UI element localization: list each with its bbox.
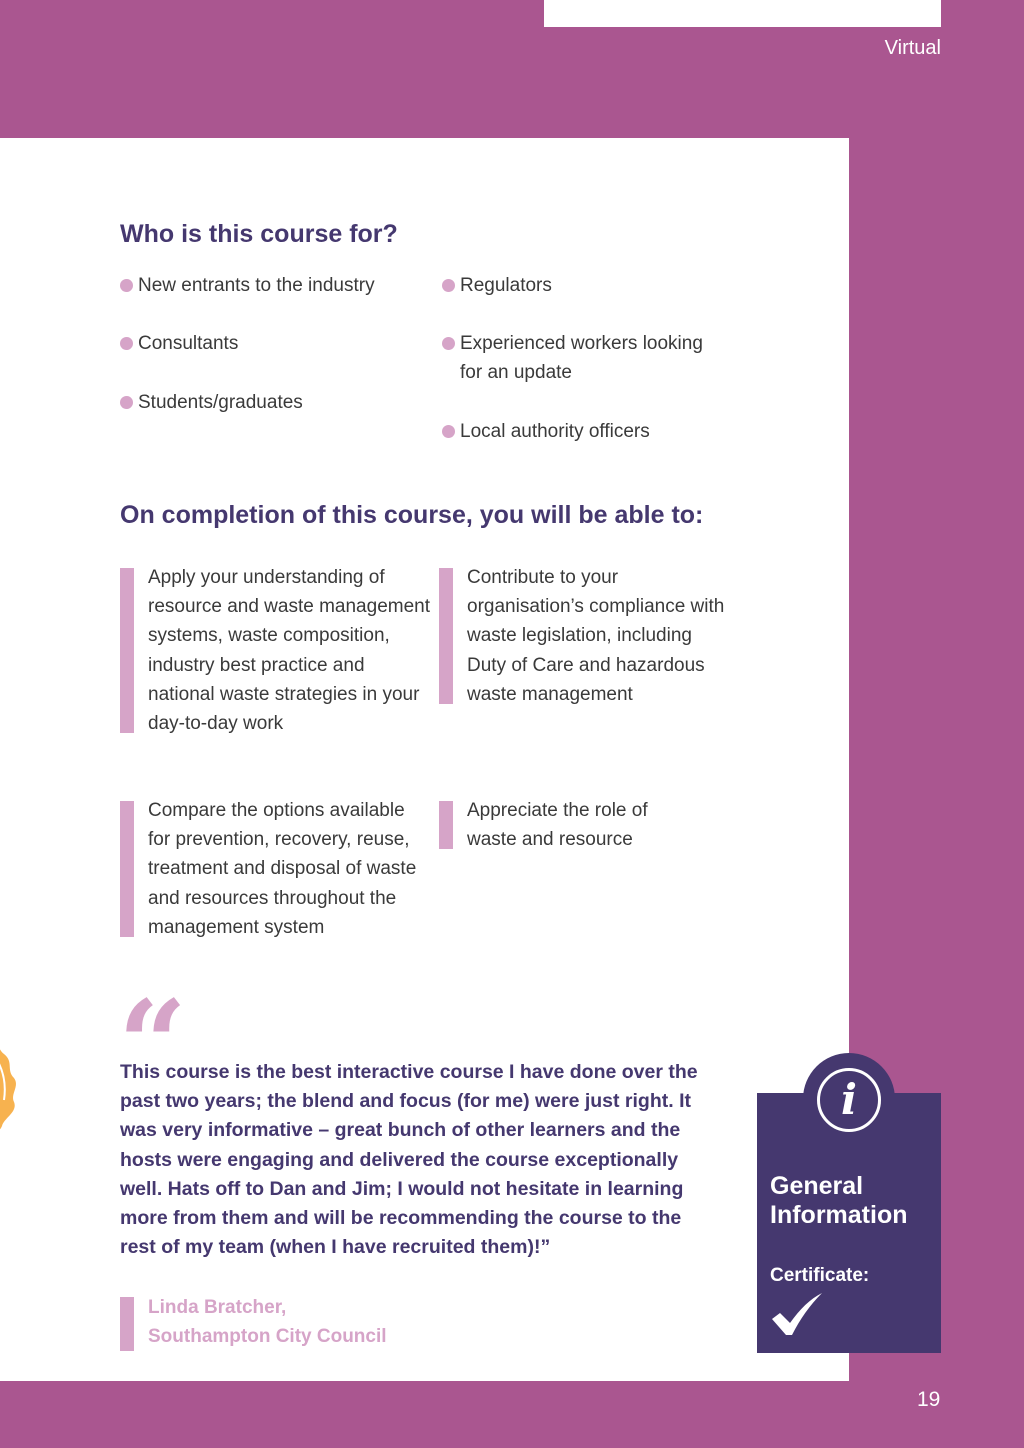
- outcome-text: Compare the options available for preven…: [148, 800, 417, 938]
- audience-text: New entrants to the industry: [138, 275, 375, 296]
- page-number: 19: [917, 1388, 941, 1411]
- seal-icon: [0, 1049, 16, 1130]
- audience-text: Regulators: [460, 275, 552, 296]
- audience-item: Experienced workers looking for an updat…: [442, 329, 710, 387]
- info-icon: i: [817, 1068, 881, 1132]
- accent-bar: [120, 801, 134, 938]
- testimonial-text: This course is the best interactive cour…: [120, 1061, 698, 1259]
- bullet-icon: [442, 425, 455, 438]
- author-org: Southampton City Council: [148, 1326, 387, 1347]
- audience-text: Consultants: [138, 333, 239, 354]
- audience-item: New entrants to the industry: [120, 271, 428, 300]
- outcomes-title: On completion of this course, you will b…: [120, 501, 704, 529]
- audience-title: Who is this course for?: [120, 220, 398, 248]
- checkmark-icon: [772, 1293, 822, 1335]
- audience-text: Students/graduates: [138, 392, 303, 413]
- content-panel: [0, 138, 849, 1381]
- bullet-icon: [442, 279, 455, 292]
- format-label: Virtual: [884, 37, 941, 59]
- audience-text: Experienced workers looking for an updat…: [460, 333, 703, 383]
- outcome-item: Appreciate the role of waste and resourc…: [439, 796, 667, 854]
- info-title: General Information: [770, 1172, 908, 1229]
- outcome-text: Appreciate the role of waste and resourc…: [467, 800, 648, 851]
- testimonial-author: Linda Bratcher, Southampton City Council: [120, 1293, 387, 1351]
- audience-item: Consultants: [120, 329, 428, 358]
- bullet-icon: [120, 396, 133, 409]
- outcome-item: Apply your understanding of resource and…: [120, 563, 430, 738]
- outcome-item: Contribute to your organisation’s compli…: [439, 563, 729, 709]
- bullet-icon: [120, 279, 133, 292]
- accent-bar: [439, 801, 453, 850]
- outcome-text: Contribute to your organisation’s compli…: [467, 567, 725, 705]
- general-info-box: [757, 1093, 941, 1353]
- audience-item: Local authority officers: [442, 417, 730, 446]
- accent-bar: [120, 1297, 134, 1351]
- outcome-text: Apply your understanding of resource and…: [148, 567, 430, 735]
- outcome-item: Compare the options available for preven…: [120, 796, 418, 942]
- audience-item: Students/graduates: [120, 388, 428, 417]
- top-tab: [544, 0, 941, 27]
- quote-mark-icon: “: [118, 974, 188, 1115]
- accent-bar: [120, 568, 134, 734]
- accent-bar: [439, 568, 453, 705]
- bullet-icon: [442, 337, 455, 350]
- certificate-label: Certificate:: [770, 1265, 870, 1286]
- audience-item: Regulators: [442, 271, 730, 300]
- bullet-icon: [120, 337, 133, 350]
- author-name: Linda Bratcher,: [148, 1297, 287, 1318]
- audience-text: Local authority officers: [460, 421, 650, 442]
